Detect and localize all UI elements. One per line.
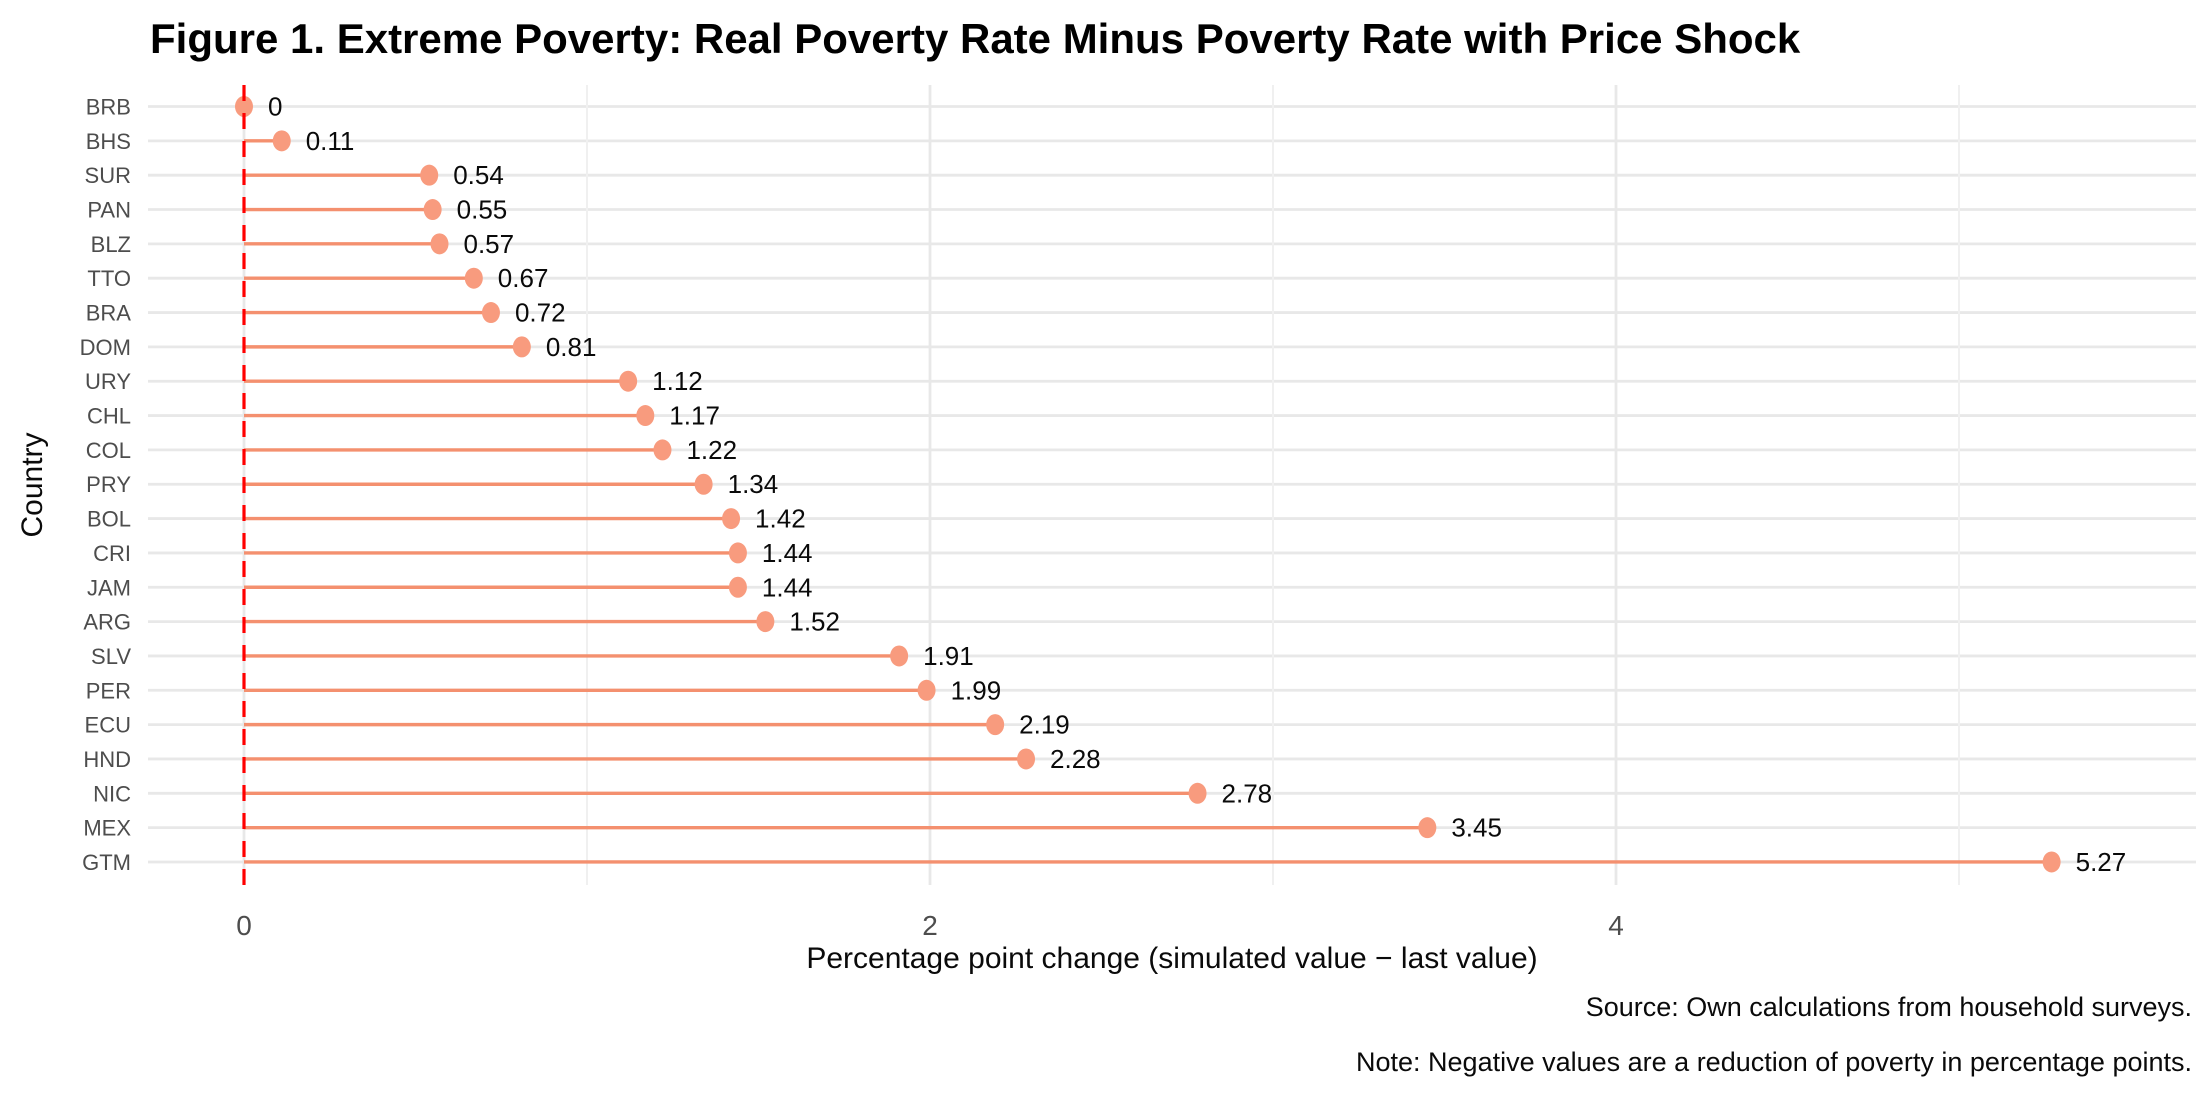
country-label: MEX (83, 816, 131, 841)
x-axis-title: Percentage point change (simulated value… (806, 942, 1537, 975)
country-label: TTO (87, 266, 131, 291)
value-label: 0.72 (515, 298, 566, 328)
value-label: 0.57 (464, 229, 515, 259)
country-label: NIC (93, 781, 131, 806)
note-caption: Note: Negative values are a reduction of… (1356, 1047, 2192, 1077)
lollipop-point (423, 199, 442, 221)
country-label: SUR (85, 163, 131, 188)
y-axis-title: Country (16, 432, 49, 537)
x-tick-label: 4 (1608, 910, 1624, 941)
country-label: BLZ (91, 232, 131, 257)
value-label: 2.19 (1019, 710, 1070, 740)
country-label: DOM (80, 335, 131, 360)
value-label: 1.17 (669, 401, 720, 431)
x-tick-label: 2 (922, 910, 938, 941)
value-label: 0.81 (546, 332, 597, 362)
country-label: ECU (85, 713, 131, 738)
lollipop-point (512, 336, 531, 358)
value-label: 1.22 (686, 435, 737, 465)
country-label: JAM (87, 575, 131, 600)
lollipop-point (464, 267, 483, 289)
lollipop-point (619, 370, 638, 392)
country-label: CRI (93, 541, 131, 566)
value-label: 3.45 (1451, 813, 1502, 843)
country-label: PAN (87, 198, 131, 223)
lollipop-point (481, 302, 500, 324)
value-label: 0 (268, 92, 282, 122)
x-tick-label: 0 (236, 910, 252, 941)
lollipop-point (420, 164, 439, 186)
lollipop-point (235, 96, 253, 117)
lollipop-point (722, 508, 741, 530)
country-label: URY (85, 369, 131, 394)
lollipop-point (2042, 851, 2061, 873)
lollipop-point (272, 130, 291, 152)
country-label: BOL (87, 507, 131, 532)
country-label: BRB (86, 95, 131, 120)
value-label: 2.78 (1222, 778, 1273, 808)
country-label: BHS (86, 129, 131, 154)
value-label: 0.55 (457, 195, 508, 225)
country-label: GTM (82, 850, 131, 875)
country-label: PER (86, 678, 131, 703)
country-label: PRY (86, 472, 131, 497)
country-label: COL (86, 438, 131, 463)
lollipop-point (728, 576, 747, 598)
lollipop-point (1418, 817, 1437, 839)
value-label: 1.12 (652, 366, 703, 396)
lollipop-point (728, 542, 747, 564)
value-label: 1.99 (951, 675, 1002, 705)
lollipop-point (430, 233, 449, 255)
value-label: 1.52 (789, 607, 840, 637)
value-label: 0.54 (453, 160, 504, 190)
labels-layer: BRB BHS SUR PAN BLZ TTO BRA DOM URY CHL COL PRY BOL C… (80, 92, 2127, 942)
lollipop-point (694, 473, 713, 495)
country-label: HND (83, 747, 131, 772)
value-label: 1.42 (755, 504, 806, 534)
value-label: 1.44 (762, 538, 813, 568)
value-label: 2.28 (1050, 744, 1101, 774)
value-label: 5.27 (2076, 847, 2127, 877)
value-label: 0.67 (498, 263, 549, 293)
lollipop-marks-layer (235, 96, 2061, 873)
source-caption: Source: Own calculations from household … (1586, 992, 2192, 1022)
country-label: SLV (91, 644, 131, 669)
value-label: 1.44 (762, 572, 813, 602)
country-label: CHL (87, 404, 131, 429)
lollipop-point (1017, 748, 1036, 770)
value-label: 1.34 (728, 469, 779, 499)
lollipop-point (917, 679, 936, 701)
country-label: BRA (86, 301, 132, 326)
value-label: 1.91 (923, 641, 974, 671)
lollipop-point (1188, 782, 1207, 804)
lollipop-point (636, 405, 655, 427)
lollipop-point (653, 439, 672, 461)
value-label: 0.11 (306, 126, 355, 156)
lollipop-point (890, 645, 909, 667)
lollipop-point (756, 611, 775, 633)
lollipop-point (986, 714, 1005, 736)
chart-title: Figure 1. Extreme Poverty: Real Poverty … (150, 15, 1801, 62)
country-label: ARG (83, 610, 131, 635)
